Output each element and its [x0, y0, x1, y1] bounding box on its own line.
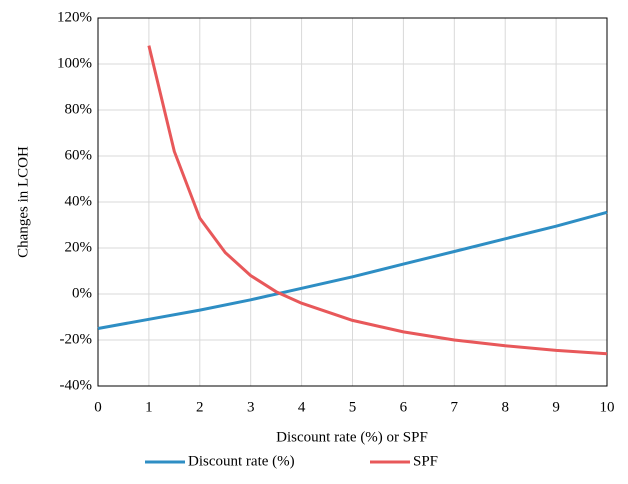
- x-tick-label: 7: [451, 399, 459, 415]
- y-tick-label: 0%: [72, 285, 92, 301]
- legend-label: SPF: [413, 453, 438, 469]
- y-tick-label: 40%: [65, 193, 93, 209]
- x-tick-label: 8: [501, 399, 509, 415]
- data-line: [97, 210, 608, 330]
- x-tick-label: 5: [349, 399, 357, 415]
- y-tick-label: 60%: [65, 147, 93, 163]
- x-tick-label: 3: [247, 399, 255, 415]
- y-axis-title: Changes in LCOH: [15, 146, 31, 258]
- y-tick-label: -40%: [60, 377, 93, 393]
- y-tick-label: 120%: [57, 9, 92, 25]
- y-tick-label: 100%: [57, 55, 92, 71]
- x-tick-label: 2: [196, 399, 204, 415]
- data-line: [147, 45, 608, 356]
- y-tick-label: -20%: [60, 331, 93, 347]
- x-tick-label: 4: [298, 399, 306, 415]
- x-axis-title: Discount rate (%) or SPF: [276, 429, 428, 445]
- y-tick-label: 80%: [65, 101, 93, 117]
- x-tick-label: 1: [145, 399, 153, 415]
- x-tick-label: 0: [94, 399, 102, 415]
- legend-label: Discount rate (%): [188, 453, 295, 469]
- x-tick-label: 10: [600, 399, 615, 415]
- y-tick-label: 20%: [65, 239, 93, 255]
- plot-frame: [97, 17, 608, 387]
- x-tick-label: 6: [400, 399, 408, 415]
- x-tick-label: 9: [552, 399, 560, 415]
